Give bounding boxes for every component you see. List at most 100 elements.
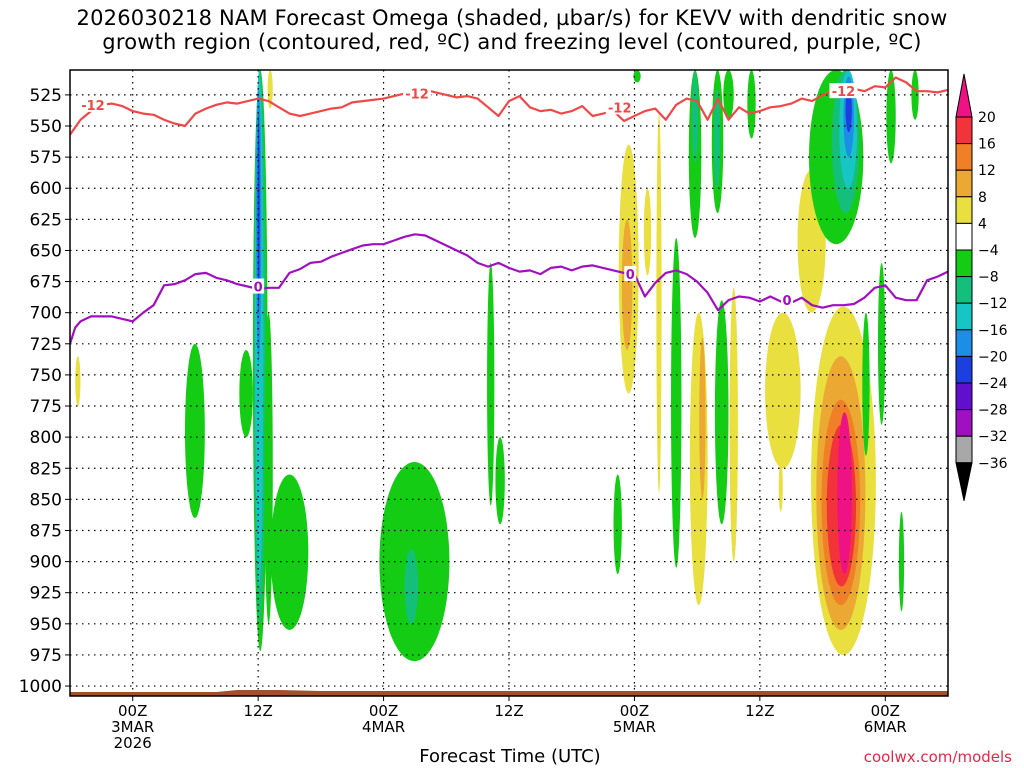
x-tick-label-24-1: 4MAR (362, 718, 405, 736)
x-tick-label-72-0: 00Z (871, 702, 900, 720)
y-tick-label-600: 600 (30, 179, 62, 199)
colorbar-label-7: −12 (978, 296, 1008, 312)
colorbar-top-arrow (955, 73, 973, 118)
omega-region-23 (691, 70, 699, 164)
colorbar-label-10: −24 (978, 376, 1008, 392)
colorbar-label-13: −36 (978, 456, 1008, 472)
omega-region-19 (633, 70, 641, 83)
omega-region-16 (621, 219, 633, 351)
y-tick-label-575: 575 (30, 148, 62, 168)
freezing-level-contour-line (70, 233, 948, 345)
y-tick-label-825: 825 (30, 459, 62, 479)
omega-region-25 (713, 88, 721, 189)
omega-region-7 (270, 474, 309, 631)
omega-region-27 (747, 70, 756, 139)
y-tick-label-775: 775 (30, 397, 62, 417)
contour-label-bg-4 (252, 278, 265, 294)
y-tick-label-675: 675 (30, 273, 62, 293)
colorbar-band-8 (955, 302, 973, 331)
x-tick-label-72-1: 6MAR (864, 718, 907, 736)
contour-label-4: 0 (254, 281, 263, 296)
colorbar-bottom-arrow (955, 462, 973, 501)
y-tick-label-1000: 1000 (19, 677, 62, 697)
omega-region-20 (656, 113, 662, 494)
omega-region-32 (765, 312, 801, 469)
contour-layer: -12 -12 -12 -12 0 0 0 (70, 76, 948, 345)
colorbar-label-11: −28 (978, 403, 1008, 419)
omega-region-12 (404, 549, 419, 624)
colorbar-band-2 (955, 143, 973, 171)
colorbar-label-0: 20 (978, 110, 996, 126)
omega-region-46 (877, 262, 886, 425)
y-tick-label-900: 900 (30, 553, 62, 573)
colorbar-band-6 (955, 249, 973, 278)
contour-label-0: -12 (81, 99, 105, 114)
omega-region-5 (239, 350, 253, 438)
contour-label-6: 0 (783, 294, 792, 309)
colorbar-band-1 (955, 116, 973, 145)
colorbar-band-7 (955, 276, 973, 304)
x-axis-label: Forecast Time (UTC) (419, 746, 601, 767)
colorbar-label-1: 16 (978, 137, 996, 153)
omega-region-44 (837, 412, 852, 575)
y-tick-label-750: 750 (30, 366, 62, 386)
omega-region-31 (729, 287, 738, 562)
chart-title-line-2: growth region (contoured, red, ºC) and f… (102, 30, 922, 54)
colorbar-band-12 (955, 409, 973, 437)
x-tick-label-24-0: 00Z (369, 702, 398, 720)
omega-region-8 (267, 70, 273, 109)
x-tick-label-0-1: 3MAR (111, 718, 154, 736)
contour-label-5: 0 (626, 268, 635, 283)
terrain-layer (70, 690, 948, 696)
omega-region-26 (723, 70, 734, 120)
omega-region-10 (75, 356, 81, 407)
colorbar-band-11 (955, 382, 973, 411)
omega-region-13 (487, 262, 495, 506)
colorbar-label-9: −20 (978, 349, 1008, 365)
chart-title: 2026030218 NAM Forecast Omega (shaded, µ… (0, 6, 1024, 54)
y-tick-label-725: 725 (30, 335, 62, 355)
omega-region-48 (911, 70, 919, 120)
y-tick-label-975: 975 (30, 646, 62, 666)
colorbar-label-12: −32 (978, 429, 1008, 445)
y-tick-label-925: 925 (30, 584, 62, 604)
credit-text: coolwx.com/models (863, 748, 1012, 766)
omega-region-21 (671, 238, 682, 568)
omega-region-47 (886, 70, 896, 164)
contour-label-1: -12 (405, 88, 429, 103)
colorbar-label-6: −8 (978, 270, 999, 286)
omega-region-29 (699, 337, 706, 500)
x-tick-label-36-0: 12Z (494, 702, 523, 720)
omega-region-14 (495, 437, 505, 525)
contour-label-3: -12 (832, 85, 856, 100)
contour-label-bg-6 (781, 292, 794, 308)
y-tick-label-625: 625 (30, 210, 62, 230)
dgz-contour-line (70, 76, 948, 136)
x-tick-label-48-0: 00Z (620, 702, 649, 720)
contour-label-bg-2 (605, 99, 634, 115)
colorbar-label-2: 12 (978, 163, 996, 179)
colorbar-band-3 (955, 169, 973, 198)
omega-region-18 (613, 474, 622, 575)
x-tick-label-12-0: 12Z (243, 702, 272, 720)
contour-label-bg-3 (829, 83, 858, 99)
colorbar-band-9 (955, 329, 973, 357)
x-tick-label-60-0: 12Z (745, 702, 774, 720)
x-tick-label-48-1: 5MAR (613, 718, 656, 736)
colorbar-label-5: −4 (978, 243, 999, 259)
x-tick-label-0-0: 00Z (118, 702, 147, 720)
colorbar: 20 16 12 8 4 −4 −8 −12 −16 −20 −24 −28 −32 −36 (955, 73, 1008, 501)
y-tick-label-850: 850 (30, 490, 62, 510)
chart-title-line-1: 2026030218 NAM Forecast Omega (shaded, µ… (76, 6, 948, 30)
omega-region-17 (643, 188, 652, 276)
omega-region-39 (845, 88, 852, 133)
y-tick-label-650: 650 (30, 241, 62, 261)
colorbar-label-4: 4 (978, 216, 987, 232)
omega-region-30 (714, 300, 729, 525)
colorbar-label-3: 8 (978, 190, 987, 206)
colorbar-band-10 (955, 355, 973, 384)
grid-layer (70, 70, 948, 696)
terrain-ground (70, 690, 948, 696)
y-tick-label-875: 875 (30, 521, 62, 541)
